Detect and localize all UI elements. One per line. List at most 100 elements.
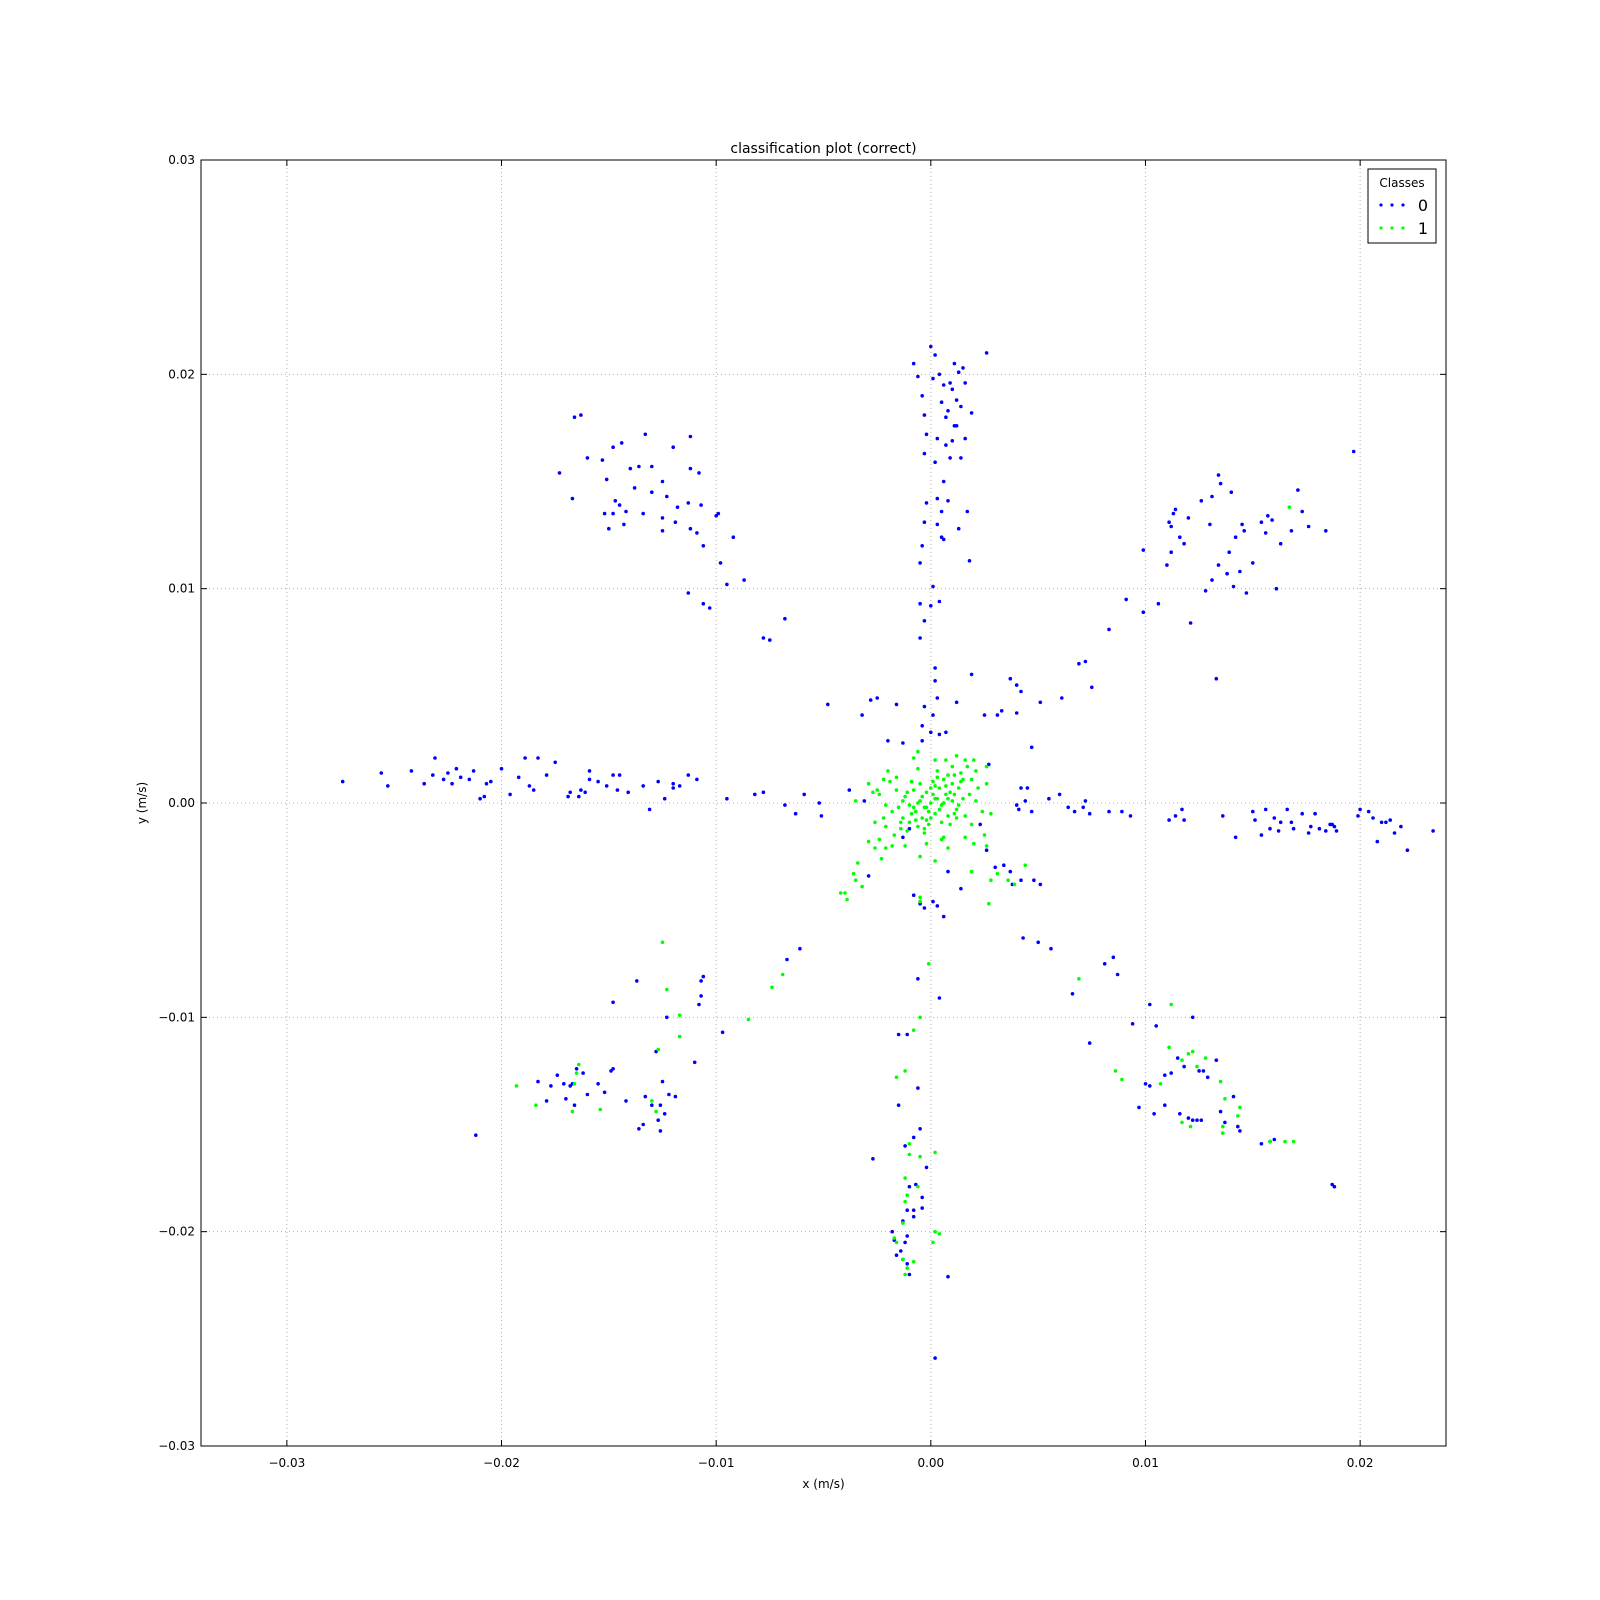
data-point (770, 985, 774, 990)
data-point (523, 756, 527, 760)
data-point (924, 501, 929, 505)
data-point (922, 520, 927, 524)
data-point (1358, 807, 1362, 812)
data-point (911, 1135, 916, 1140)
data-point (1060, 696, 1064, 700)
data-point (1087, 811, 1092, 816)
data-point (660, 1079, 665, 1084)
data-point (881, 816, 886, 820)
data-point (409, 769, 414, 773)
data-point (1244, 591, 1249, 595)
data-point (907, 1152, 912, 1157)
data-point (894, 1240, 899, 1245)
data-point (922, 906, 927, 910)
data-point (935, 436, 940, 441)
data-point (924, 790, 929, 795)
data-point (718, 561, 723, 565)
y-tick-label: 0.02 (168, 367, 195, 381)
data-point (1210, 494, 1214, 499)
data-point (1182, 818, 1186, 822)
data-point (660, 479, 665, 484)
data-point (1154, 1024, 1158, 1028)
data-point (1225, 571, 1229, 576)
data-point (905, 790, 909, 795)
data-point (557, 471, 562, 475)
legend: Classes 01 (1367, 168, 1437, 244)
data-point (1130, 1022, 1135, 1026)
data-point (489, 779, 493, 784)
data-point (911, 1259, 916, 1264)
data-point (937, 996, 942, 1000)
data-point (905, 829, 909, 833)
data-point (1291, 1139, 1296, 1144)
data-point (1148, 1084, 1152, 1088)
data-point (660, 940, 665, 945)
data-point (1169, 1002, 1173, 1007)
data-point (881, 777, 886, 782)
data-point (950, 764, 955, 769)
data-point (995, 713, 1000, 717)
data-point (802, 792, 806, 797)
data-point (984, 781, 989, 786)
data-point (725, 582, 729, 587)
data-point (544, 1099, 549, 1103)
x-tick-label: 0.01 (1132, 1456, 1159, 1470)
data-point (856, 861, 860, 865)
data-point (884, 824, 888, 829)
data-point (1113, 1069, 1118, 1073)
data-point (950, 781, 955, 786)
data-point (909, 811, 914, 816)
data-point (478, 796, 482, 801)
data-point (959, 886, 963, 891)
data-point (686, 591, 691, 595)
data-point (1356, 814, 1360, 818)
data-point (699, 994, 703, 998)
data-point (1214, 676, 1219, 681)
data-point (922, 704, 927, 709)
data-point (920, 794, 924, 799)
data-point (937, 786, 942, 790)
data-point (890, 809, 894, 814)
data-point (941, 479, 946, 484)
data-point (1240, 522, 1244, 527)
data-point (577, 794, 581, 799)
data-point (924, 432, 929, 437)
data-point (566, 794, 570, 799)
data-point (959, 771, 963, 775)
data-point (508, 792, 512, 797)
data-point (1143, 1082, 1148, 1086)
data-point (596, 1082, 600, 1086)
axis-ticks: −0.03 −0.02 −0.01 0.00 0.01 0.02 −0.03 −0.02 −0.… (158, 153, 1446, 1470)
data-point (467, 777, 472, 782)
data-point (890, 844, 894, 848)
data-point (946, 796, 950, 801)
data-point (1306, 524, 1311, 529)
data-point (1218, 481, 1223, 486)
data-point (1324, 529, 1328, 533)
data-point (484, 781, 489, 786)
legend-entries: 01 (1379, 196, 1428, 238)
legend-entry-0: 0 (1379, 196, 1428, 215)
data-point (944, 784, 948, 788)
data-point (549, 1084, 553, 1088)
data-point (1107, 627, 1111, 632)
data-point (1070, 992, 1075, 996)
data-point (671, 786, 675, 790)
data-point (598, 1107, 603, 1112)
data-point (611, 1000, 615, 1005)
data-point (903, 1069, 907, 1073)
data-point (1251, 809, 1255, 814)
data-point (1208, 522, 1212, 527)
data-point (1283, 1139, 1287, 1144)
data-point (1173, 814, 1178, 818)
data-point (1019, 689, 1023, 694)
data-point (877, 792, 882, 797)
data-point (894, 1075, 899, 1080)
data-point (1047, 796, 1051, 801)
data-point (613, 499, 618, 503)
x-tick-label: −0.03 (268, 1456, 305, 1470)
data-point (984, 764, 989, 769)
data-point (798, 946, 802, 951)
data-point (956, 370, 961, 375)
data-point (933, 460, 937, 465)
